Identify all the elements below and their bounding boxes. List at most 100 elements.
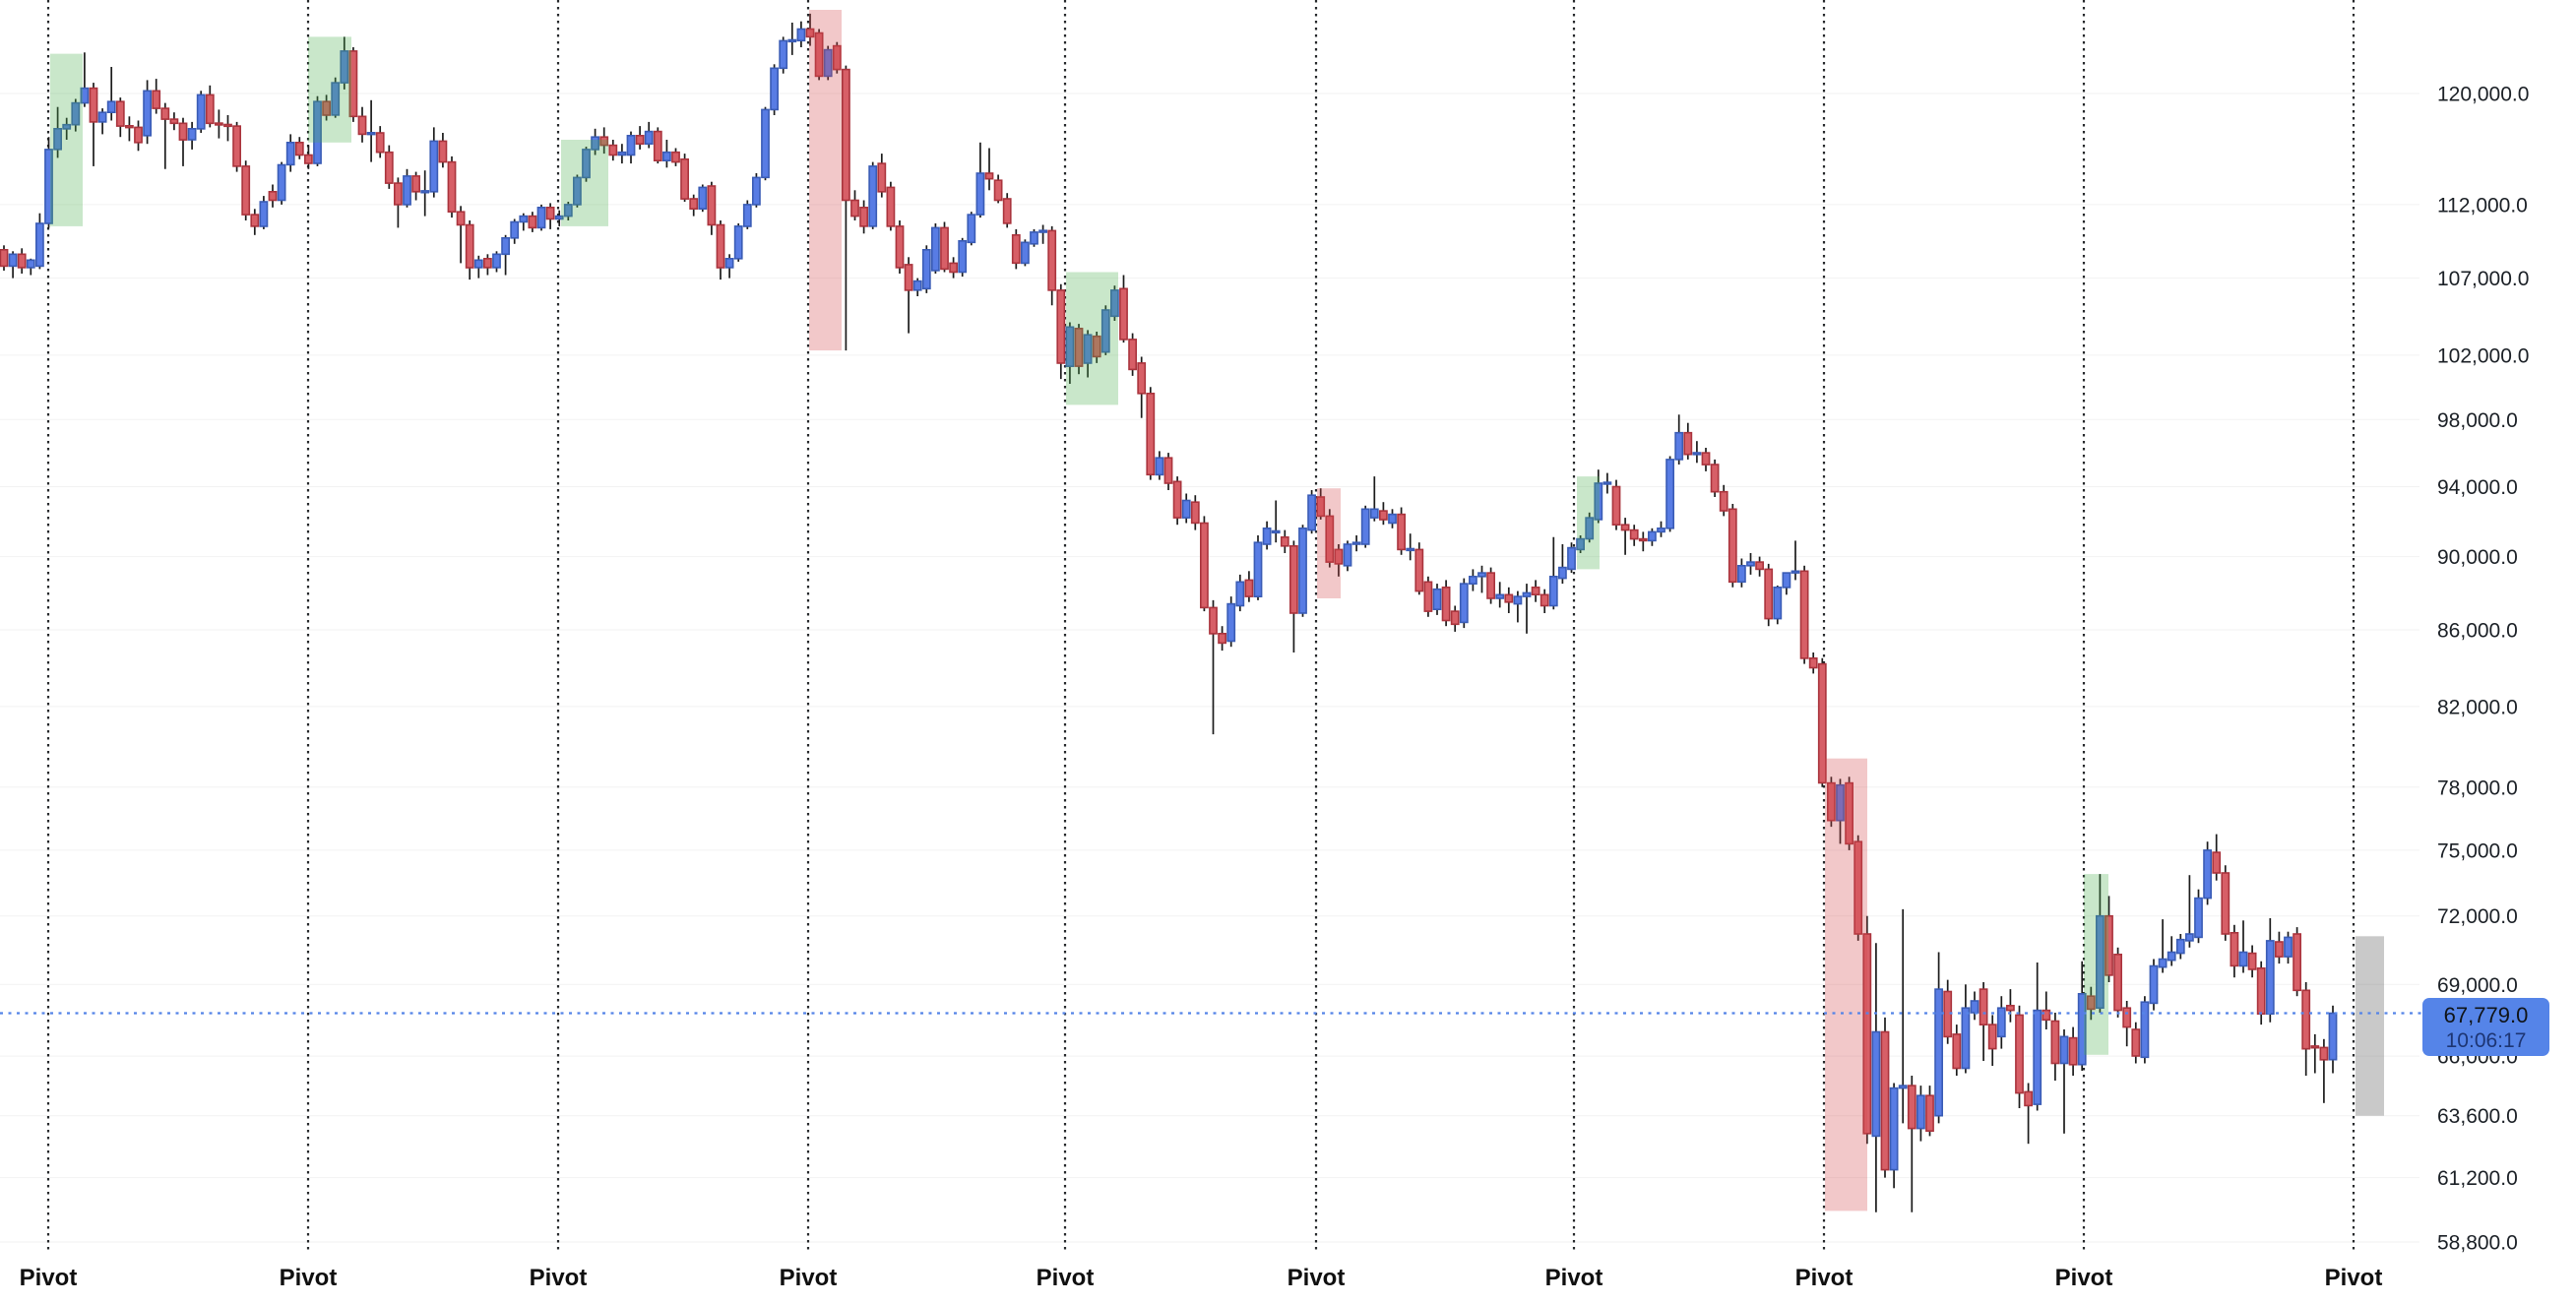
candle bbox=[770, 64, 779, 115]
candle bbox=[0, 245, 9, 271]
candle-body-down bbox=[2221, 872, 2230, 935]
time-axis-pivot-label: Pivot bbox=[20, 1265, 78, 1291]
candle-body-down bbox=[1423, 581, 1433, 612]
candle-body-up bbox=[44, 149, 53, 224]
candle-body-up bbox=[1585, 517, 1595, 540]
candle-body-up bbox=[1513, 595, 1523, 605]
candle-body-down bbox=[2015, 1014, 2024, 1094]
candle-body-down bbox=[1379, 510, 1388, 521]
candle bbox=[1620, 518, 1630, 555]
candle bbox=[2068, 1026, 2078, 1076]
candle bbox=[1360, 505, 1370, 548]
candle-body-down bbox=[895, 225, 905, 269]
candle-body-up bbox=[62, 123, 72, 130]
candle bbox=[1495, 582, 1505, 608]
candle bbox=[1459, 578, 1469, 629]
candle bbox=[2042, 991, 2051, 1029]
candle-body-up bbox=[1746, 561, 1755, 567]
candle bbox=[921, 245, 931, 293]
candle-body-up bbox=[1100, 309, 1110, 353]
candle bbox=[698, 184, 708, 213]
time-axis[interactable]: Pivot Pivot Pivot Pivot Pivot Pivot Pivot Pivot… bbox=[20, 1265, 2383, 1291]
gray-projection-box bbox=[2356, 936, 2384, 1116]
candle bbox=[1737, 558, 1746, 588]
candle-body-up bbox=[626, 135, 636, 156]
candle bbox=[653, 127, 662, 164]
candle-body-down bbox=[2256, 966, 2266, 1015]
candle bbox=[599, 127, 609, 155]
candle bbox=[303, 145, 313, 169]
candle bbox=[1799, 565, 1809, 664]
candle-body-down bbox=[447, 160, 457, 214]
candle bbox=[34, 213, 44, 270]
candle bbox=[196, 91, 206, 133]
candle bbox=[2275, 931, 2284, 964]
candle-body-down bbox=[1119, 287, 1128, 341]
candle bbox=[1522, 584, 1532, 634]
candle bbox=[1531, 580, 1540, 602]
candle-body-down bbox=[1710, 464, 1720, 493]
candle bbox=[635, 126, 645, 150]
candle bbox=[393, 177, 403, 228]
candle bbox=[277, 161, 286, 205]
candle-body-up bbox=[2328, 1012, 2338, 1061]
candle-body-down bbox=[1952, 1033, 1962, 1070]
candle bbox=[2077, 961, 2087, 1071]
candle bbox=[1728, 504, 1737, 588]
candle bbox=[1674, 414, 1684, 465]
candle bbox=[617, 144, 627, 164]
candle bbox=[313, 95, 322, 166]
candle-body-down bbox=[303, 154, 313, 164]
candle-body-down bbox=[1218, 632, 1226, 645]
candle bbox=[1065, 322, 1075, 384]
candle-body-down bbox=[2068, 1036, 2078, 1066]
price-axis-label: 112,000.0 bbox=[2437, 194, 2528, 217]
candle-body-down bbox=[1334, 548, 1344, 565]
candle bbox=[680, 154, 689, 202]
candle-body-up bbox=[1665, 459, 1674, 529]
time-axis-pivot-label: Pivot bbox=[1795, 1265, 1853, 1291]
candle bbox=[2167, 936, 2176, 966]
candle bbox=[591, 128, 599, 155]
candle-body-down bbox=[465, 223, 474, 269]
candle-body-up bbox=[823, 48, 833, 78]
candle bbox=[1683, 422, 1693, 460]
candle-body-up bbox=[930, 226, 940, 272]
candle bbox=[1379, 502, 1388, 526]
candle bbox=[1889, 1083, 1899, 1189]
candle-body-up bbox=[1773, 586, 1783, 620]
candle-body-up bbox=[1226, 602, 1236, 643]
candle-body-up bbox=[1836, 783, 1845, 822]
candle-body-up bbox=[2265, 940, 2275, 1016]
candle bbox=[661, 140, 671, 168]
candle-body-down bbox=[1719, 490, 1728, 512]
candle-body-up bbox=[2140, 1001, 2150, 1059]
candle-body-up bbox=[2077, 992, 2087, 1066]
candle bbox=[536, 204, 546, 231]
candle-body-up bbox=[2096, 914, 2105, 1010]
candle bbox=[1862, 915, 1872, 1145]
price-axis[interactable]: 120,000.0 112,000.0 107,000.0 102,000.0 98,0… bbox=[2437, 84, 2529, 1255]
candle-body-down bbox=[205, 93, 215, 125]
candle-body-down bbox=[1862, 933, 1872, 1135]
candle-body-down bbox=[904, 264, 913, 291]
candle bbox=[1226, 596, 1236, 648]
candle-body-up bbox=[143, 90, 152, 137]
candle bbox=[2113, 947, 2122, 1018]
candle-body-down bbox=[1701, 452, 1711, 466]
candle bbox=[2310, 1033, 2320, 1074]
candle-body-down bbox=[1002, 198, 1012, 224]
candle-body-up bbox=[473, 259, 483, 269]
price-axis-label: 58,800.0 bbox=[2437, 1232, 2518, 1255]
candle bbox=[1155, 451, 1164, 480]
candle-body-up bbox=[1262, 527, 1272, 545]
candle-body-down bbox=[348, 50, 358, 118]
candle-body-up bbox=[1961, 1007, 1971, 1070]
candle-body-up bbox=[921, 249, 931, 290]
candle bbox=[904, 257, 913, 334]
time-axis-pivot-label: Pivot bbox=[2325, 1265, 2383, 1291]
candle bbox=[707, 181, 717, 235]
candle-body-up bbox=[967, 214, 976, 244]
candle-body-down bbox=[1074, 327, 1084, 367]
